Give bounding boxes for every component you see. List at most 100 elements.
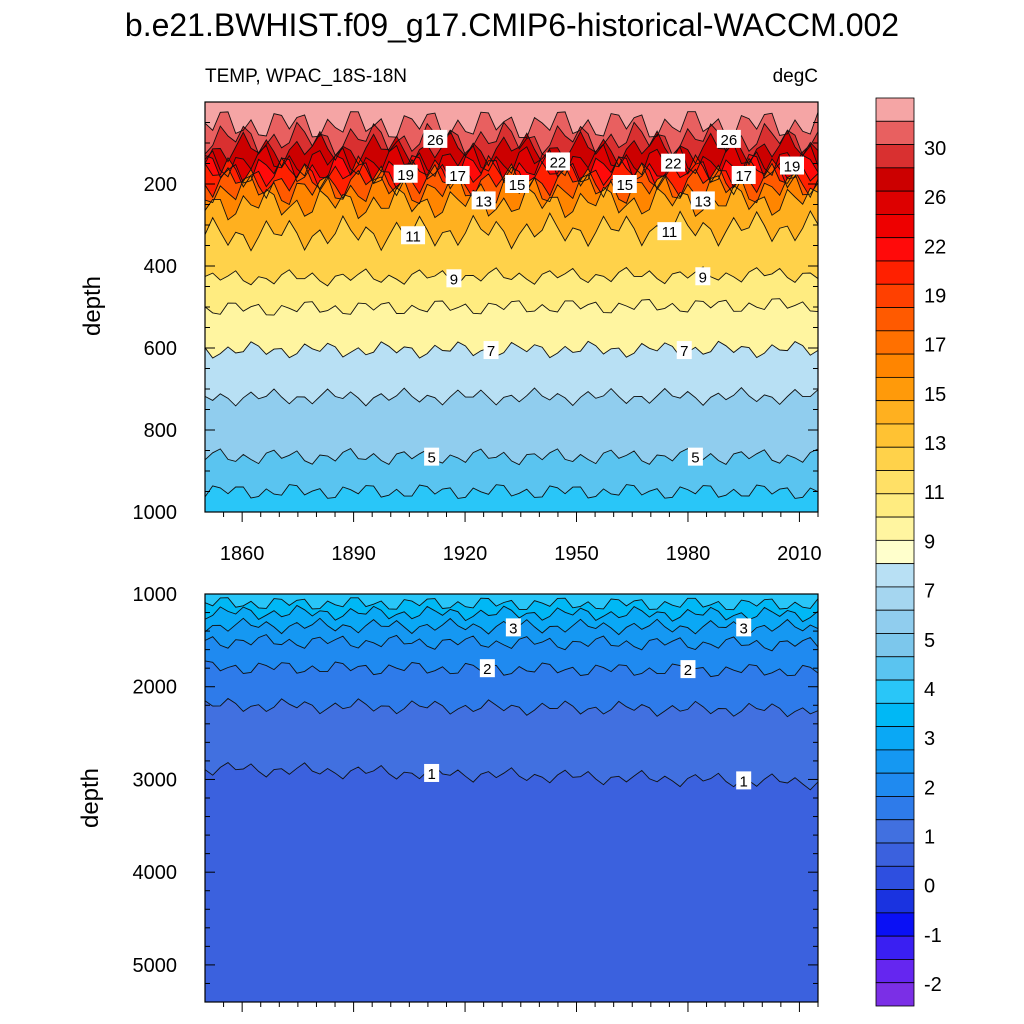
colorbar-label: 4 xyxy=(924,679,935,701)
colorbar-label: 22 xyxy=(924,236,946,258)
y-tick-label: 5000 xyxy=(133,955,178,977)
colorbar-box xyxy=(875,726,915,751)
y-tick-label: 2000 xyxy=(133,677,178,699)
svg-text:5: 5 xyxy=(691,450,699,467)
y-tick-label: 3000 xyxy=(133,769,178,791)
contour-fills xyxy=(205,102,818,512)
isotherm-line xyxy=(205,762,818,791)
svg-text:26: 26 xyxy=(720,132,737,149)
x-tick-label: 1860 xyxy=(220,543,265,565)
colorbar-box xyxy=(875,144,915,169)
chart-title: b.e21.BWHIST.f09_g17.CMIP6-historical-WA… xyxy=(125,7,899,43)
isotherm-line xyxy=(205,604,818,623)
contour-label: 1 xyxy=(424,763,440,783)
colorbar-label: 0 xyxy=(924,876,935,898)
svg-text:7: 7 xyxy=(680,343,688,360)
colorbar-box xyxy=(875,493,915,518)
contour-label: 2 xyxy=(680,660,696,679)
isotherm-line xyxy=(205,143,818,178)
isotherm-line xyxy=(205,448,818,466)
contour-label: 1 xyxy=(736,771,752,790)
isotherm-line xyxy=(205,484,818,499)
svg-text:5: 5 xyxy=(427,450,435,467)
colorbar-label: 11 xyxy=(924,482,945,504)
svg-text:11: 11 xyxy=(405,228,421,245)
y-tick-label: 800 xyxy=(144,420,177,442)
colorbar-box xyxy=(875,446,915,471)
svg-text:19: 19 xyxy=(784,159,801,176)
isotherm-line xyxy=(205,184,818,221)
colorbar-box xyxy=(875,912,915,937)
isotherm-line xyxy=(205,340,818,359)
colorbar-box xyxy=(875,190,915,215)
units-label: degC xyxy=(773,66,818,87)
contour-label: 2 xyxy=(479,659,495,678)
y-tick-label: 4000 xyxy=(133,862,178,884)
colorbar-box xyxy=(875,959,915,984)
isotherm-line xyxy=(205,697,818,718)
contour-label: 13 xyxy=(471,191,496,210)
colorbar-box xyxy=(875,865,915,890)
colorbar-box xyxy=(875,819,915,844)
lower-y-axis-label: depth xyxy=(77,768,104,828)
contour-label: 15 xyxy=(612,175,637,194)
x-tick-label: 2010 xyxy=(777,543,822,565)
contour-label: 26 xyxy=(716,129,741,149)
lower-panel: 3 3 2 2 1 1 1000 2000 3000 4000 5000 xyxy=(133,584,819,1012)
colorbar-label: 7 xyxy=(924,581,935,603)
isotherm-line xyxy=(205,111,818,138)
svg-text:1: 1 xyxy=(427,766,435,783)
colorbar-box xyxy=(875,470,915,495)
svg-text:22: 22 xyxy=(550,154,567,171)
contour-label: 11 xyxy=(401,226,426,245)
contour-label: 13 xyxy=(690,191,715,210)
colorbar-box xyxy=(875,237,915,262)
colorbar-box xyxy=(875,935,915,960)
colorbar-label: 26 xyxy=(924,187,946,209)
colorbar-box xyxy=(875,586,915,611)
y-tick-label: 200 xyxy=(144,174,177,196)
colorbar-box xyxy=(875,842,915,867)
contour-label: 17 xyxy=(731,165,756,185)
contour-label: 7 xyxy=(483,341,499,360)
x-tick-label: 1950 xyxy=(554,543,599,565)
contour-label: 5 xyxy=(687,447,703,467)
contour-label: 17 xyxy=(445,165,470,185)
svg-text:13: 13 xyxy=(694,193,711,210)
colorbar-box xyxy=(875,679,915,704)
colorbar-label: 1 xyxy=(924,826,935,848)
contour-label: 22 xyxy=(545,152,570,171)
colorbar-box xyxy=(875,982,915,1007)
upper-y-axis-label: depth xyxy=(79,276,106,336)
contour-fills xyxy=(205,594,818,1002)
svg-text:2: 2 xyxy=(684,662,692,679)
colorbar-label: 9 xyxy=(924,531,935,553)
svg-text:11: 11 xyxy=(662,224,678,241)
colorbar-box xyxy=(875,633,915,658)
colorbar-box xyxy=(875,889,915,914)
colorbar-box xyxy=(875,307,915,332)
colorbar-label: 19 xyxy=(924,286,946,308)
colorbar-box xyxy=(875,376,915,402)
colorbar-box xyxy=(875,516,915,541)
x-tick-label: 1980 xyxy=(666,543,711,565)
colorbar-label: 13 xyxy=(924,433,946,455)
svg-text:15: 15 xyxy=(509,177,526,194)
contour-label: 19 xyxy=(393,164,418,184)
svg-text:3: 3 xyxy=(509,620,517,637)
colorbar-box xyxy=(875,563,915,588)
colorbar-box xyxy=(875,353,915,378)
colorbar-box xyxy=(875,167,915,192)
variable-region-label: TEMP, WPAC_18S-18N xyxy=(205,66,407,87)
isotherm-line xyxy=(205,154,818,192)
isotherm-line xyxy=(205,597,818,611)
colorbar-label: -2 xyxy=(924,974,942,996)
colorbar-box xyxy=(875,120,915,145)
colorbar-box xyxy=(875,97,915,122)
svg-text:9: 9 xyxy=(450,271,458,288)
colorbar-box xyxy=(875,260,915,285)
svg-text:19: 19 xyxy=(397,167,414,184)
colorbar-label: 2 xyxy=(924,777,935,799)
contour-label: 15 xyxy=(505,175,530,194)
